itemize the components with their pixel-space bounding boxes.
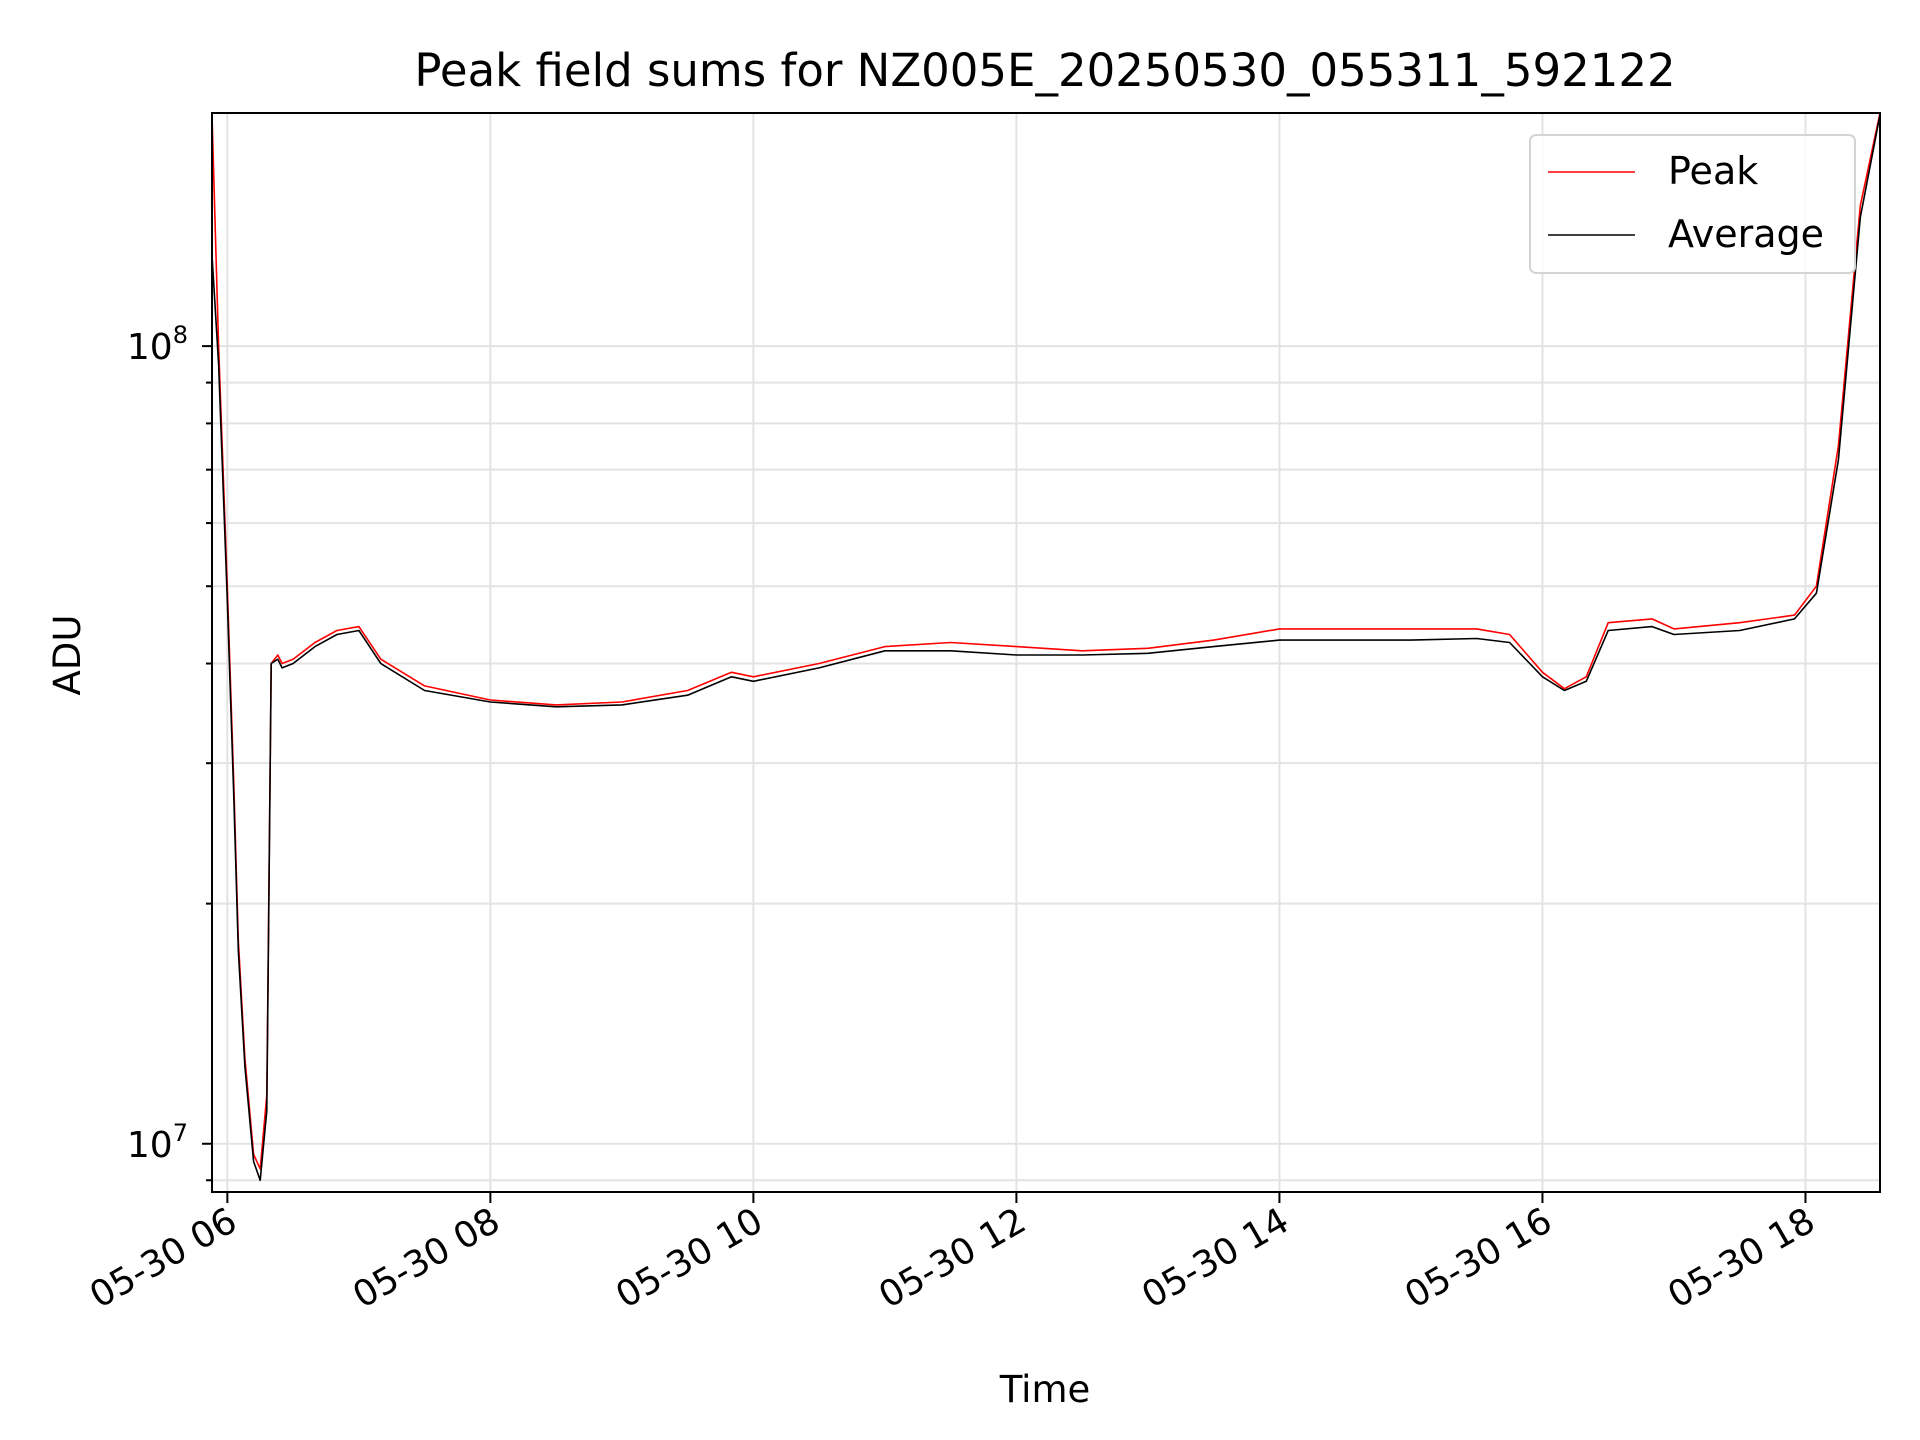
chart-title: Peak field sums for NZ005E_20250530_0553…	[414, 44, 1675, 97]
legend-box	[1529, 134, 1856, 274]
y-axis-label: ADU	[46, 615, 89, 696]
legend: Peak Average	[1529, 134, 1856, 274]
y-tick-label: 107	[127, 1119, 188, 1166]
grid	[212, 113, 1880, 1192]
x-tick-label: 05-30 10	[609, 1200, 770, 1316]
legend-label-peak: Peak	[1668, 149, 1758, 193]
legend-label-average: Average	[1668, 212, 1824, 256]
x-tick-label: 05-30 18	[1661, 1200, 1822, 1316]
x-tick-label: 05-30 06	[83, 1200, 244, 1316]
y-tick-label: 108	[127, 321, 188, 368]
x-tick-label: 05-30 14	[1135, 1200, 1296, 1316]
x-tick-label: 05-30 12	[872, 1200, 1033, 1316]
plot-frame	[211, 112, 1881, 1193]
series-line-peak	[211, 112, 1881, 1170]
x-tick-label: 05-30 16	[1398, 1200, 1559, 1316]
series-lines	[211, 112, 1881, 1182]
series-line-average	[211, 114, 1881, 1182]
x-tick-label: 05-30 08	[346, 1200, 507, 1316]
x-axis-label: Time	[999, 1368, 1091, 1411]
